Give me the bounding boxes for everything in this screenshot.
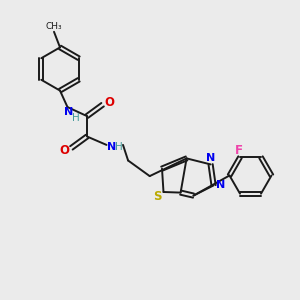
Text: N: N (107, 142, 116, 152)
Text: N: N (206, 153, 215, 164)
Text: H: H (115, 142, 123, 152)
Text: O: O (60, 144, 70, 157)
Text: F: F (235, 144, 242, 157)
Text: H: H (72, 112, 80, 123)
Text: O: O (104, 96, 114, 109)
Text: CH₃: CH₃ (45, 22, 62, 31)
Text: N: N (64, 107, 74, 118)
Text: N: N (216, 180, 225, 190)
Text: S: S (153, 190, 162, 203)
